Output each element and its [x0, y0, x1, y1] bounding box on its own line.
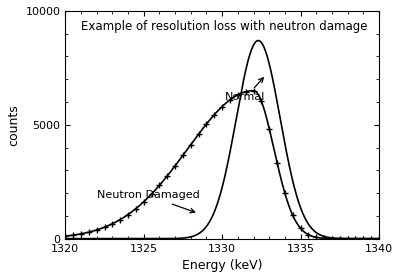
Y-axis label: counts: counts [7, 104, 20, 146]
Text: Normal: Normal [225, 78, 266, 102]
X-axis label: Energy (keV): Energy (keV) [182, 259, 262, 272]
Text: Example of resolution loss with neutron damage: Example of resolution loss with neutron … [81, 20, 368, 33]
Text: Neutron Damaged: Neutron Damaged [97, 190, 200, 213]
